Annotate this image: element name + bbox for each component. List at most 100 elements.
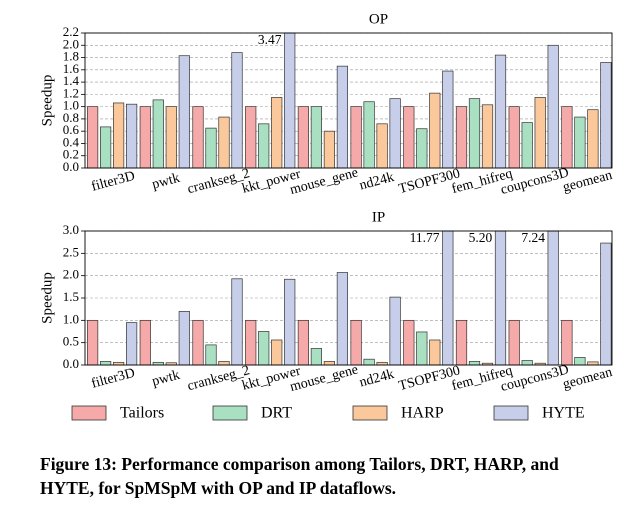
legend-label: Tailors — [120, 405, 164, 422]
y-tick-label: 0.4 — [63, 134, 80, 149]
caption: Figure 13: Performance comparison among … — [40, 454, 559, 498]
bar — [494, 54, 507, 169]
plot-frame — [84, 32, 613, 169]
bar — [468, 98, 481, 169]
value-label: 5.20 — [469, 230, 493, 245]
bar — [231, 278, 243, 366]
y-axis-label: Speedup — [39, 272, 55, 324]
y-tick-label: 0.0 — [63, 159, 79, 174]
bar — [363, 101, 375, 169]
bar — [258, 123, 270, 169]
bar — [521, 360, 533, 366]
bar — [534, 97, 546, 169]
bar — [323, 130, 335, 169]
bar — [152, 99, 164, 169]
bar — [561, 106, 573, 169]
bar — [125, 103, 138, 169]
y-tick-label: 0.5 — [63, 334, 79, 349]
bar — [442, 230, 454, 366]
y-tick-label: 1.6 — [63, 61, 80, 76]
x-tick-label: nd24k — [358, 170, 396, 194]
legend-swatch — [493, 405, 529, 421]
x-tick-label: pwtk — [151, 171, 182, 193]
bar — [231, 52, 243, 169]
y-tick-label: 1.5 — [63, 289, 79, 304]
legend-label: DRT — [261, 405, 292, 422]
bar — [403, 106, 415, 169]
legend-label: HYTE — [542, 405, 585, 422]
bar — [218, 116, 230, 169]
bar — [389, 296, 401, 366]
chart-title: OP — [369, 11, 388, 27]
value-label: 3.47 — [258, 32, 282, 47]
bar — [494, 230, 507, 366]
legend-swatch — [352, 405, 388, 421]
bar — [99, 361, 112, 366]
bar — [178, 311, 190, 366]
y-tick-label: 0.8 — [63, 110, 79, 125]
plot-frame — [84, 230, 613, 366]
bar — [336, 65, 348, 169]
x-tick-label: geomean — [561, 365, 614, 393]
bar — [310, 348, 322, 366]
y-tick-label: 2.2 — [63, 24, 79, 39]
y-tick-label: 2.5 — [63, 244, 79, 259]
bar — [600, 62, 612, 169]
y-tick-label: 1.0 — [63, 98, 79, 113]
bar — [416, 331, 428, 366]
bar — [323, 361, 335, 366]
x-tick-label: filter3D — [90, 169, 137, 195]
bar — [561, 319, 573, 366]
bar — [376, 123, 388, 169]
bar — [218, 361, 230, 366]
x-tick-label: filter3D — [90, 366, 137, 392]
y-tick-label: 1.2 — [63, 85, 79, 100]
bar — [468, 361, 481, 366]
bar — [99, 126, 112, 169]
bar — [587, 109, 599, 169]
bar — [86, 319, 99, 366]
bar — [350, 106, 362, 169]
legend-swatch — [71, 405, 107, 421]
bar — [284, 278, 296, 366]
bar — [455, 319, 468, 366]
bar — [284, 32, 296, 169]
bar — [521, 122, 533, 169]
bar — [481, 104, 494, 169]
y-axis-label: Speedup — [39, 75, 55, 127]
bar — [112, 102, 125, 169]
bar — [125, 322, 138, 366]
value-label: 7.24 — [521, 230, 545, 245]
figure: 0.00.20.40.60.81.01.21.41.61.82.02.2OPSp… — [39, 11, 614, 422]
y-tick-label: 0.0 — [63, 356, 79, 371]
y-tick-label: 2.0 — [63, 267, 79, 282]
bar — [442, 70, 454, 169]
y-tick-label: 0.6 — [63, 122, 80, 137]
bar — [178, 55, 190, 169]
bar — [310, 106, 322, 169]
bar — [574, 357, 586, 366]
bar — [245, 319, 257, 366]
bar — [192, 319, 204, 366]
bar — [205, 344, 217, 366]
y-tick-label: 1.8 — [63, 49, 79, 64]
legend-swatch — [212, 405, 248, 421]
x-tick-label: pwtk — [151, 368, 182, 390]
x-tick-label: nd24k — [358, 367, 396, 391]
value-label: 11.77 — [410, 230, 440, 245]
y-tick-label: 3.0 — [63, 222, 79, 237]
bar — [600, 242, 612, 366]
y-tick-label: 0.2 — [63, 147, 79, 162]
bar — [508, 106, 520, 169]
bar — [297, 106, 309, 169]
bar — [271, 97, 283, 169]
y-tick-label: 1.4 — [63, 73, 80, 88]
chart-title: IP — [372, 209, 385, 225]
bar — [271, 339, 283, 366]
y-tick-label: 2.0 — [63, 36, 79, 51]
bar — [574, 116, 586, 169]
bar — [429, 339, 441, 366]
bar — [139, 106, 151, 169]
bar — [389, 98, 401, 169]
